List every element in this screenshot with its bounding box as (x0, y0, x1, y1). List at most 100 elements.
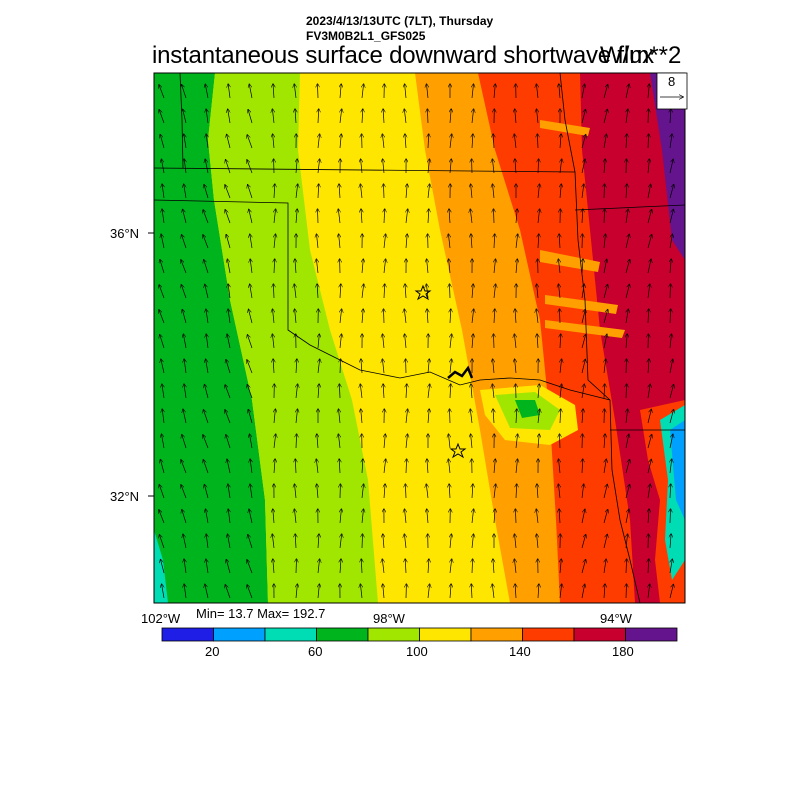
wind-vector (406, 409, 408, 424)
wind-vector (183, 334, 187, 349)
wind-vector (603, 85, 608, 99)
wind-vector (406, 184, 407, 199)
wind-vector (604, 434, 605, 449)
wind-vector (404, 309, 406, 324)
wind-vector (362, 309, 363, 324)
wind-vector (560, 384, 562, 399)
wind-vector (537, 534, 538, 549)
wind-vector (183, 534, 187, 549)
wind-vector (205, 284, 209, 299)
wind-vector (515, 309, 516, 324)
wind-vector (472, 134, 473, 149)
wind-vector (226, 360, 231, 374)
wind-vector (626, 309, 628, 324)
wind-vector (205, 584, 209, 599)
wind-vector (161, 359, 165, 374)
wind-vector (559, 84, 560, 99)
wind-vector (294, 84, 296, 99)
wind-vector (296, 184, 298, 199)
wind-vector (626, 134, 627, 149)
wind-vector (338, 209, 340, 224)
wind-vector (361, 209, 362, 224)
wind-vector (183, 409, 187, 424)
wind-vector (296, 559, 297, 574)
wind-vector (273, 559, 274, 574)
wind-vector (204, 185, 209, 199)
wind-vector (670, 534, 671, 549)
wind-vector (582, 284, 584, 299)
wind-vector (274, 234, 276, 249)
wind-vector (604, 459, 606, 474)
wind-vector (184, 359, 186, 374)
wind-vector (428, 584, 430, 599)
wind-vector (428, 384, 430, 399)
wind-vector (317, 484, 318, 499)
reference-vector-box (656, 72, 688, 110)
star-marker (449, 442, 467, 459)
wind-vector (560, 584, 562, 599)
wind-vector (669, 385, 674, 399)
wind-vector (247, 335, 253, 349)
wind-vector (538, 434, 539, 449)
wind-vector (494, 309, 495, 324)
wind-vector (514, 559, 516, 574)
wind-vector (160, 260, 165, 274)
wind-vector (582, 459, 583, 474)
wind-vector (450, 334, 452, 349)
wind-vector (317, 434, 318, 449)
wind-vector (206, 359, 209, 374)
wind-vector (295, 484, 297, 499)
wind-vector (426, 484, 428, 499)
wind-vector (273, 84, 274, 99)
wind-vector (559, 234, 560, 249)
wind-vector (558, 484, 560, 499)
wind-vector (450, 384, 451, 399)
wind-vector (427, 259, 428, 274)
wind-vector (294, 284, 296, 299)
wind-vector (317, 284, 318, 299)
wind-vector (248, 535, 253, 549)
wind-vector (603, 310, 608, 324)
wind-vector (514, 334, 516, 349)
wind-vector (362, 534, 363, 549)
wind-vector (625, 434, 629, 449)
wind-vector (340, 359, 341, 374)
wind-vector (318, 384, 319, 399)
wind-vector (582, 184, 584, 199)
wind-vector (537, 134, 538, 149)
wind-vector (318, 334, 319, 349)
wind-vector (648, 509, 649, 524)
wind-vector (184, 584, 186, 599)
colorbar-swatch (316, 627, 369, 642)
wind-vector (471, 184, 472, 199)
wind-vector (582, 384, 584, 399)
map-frame (153, 72, 686, 604)
wind-vector (647, 210, 652, 224)
wind-vector (405, 509, 407, 524)
wind-vector (405, 484, 406, 499)
wind-vector (515, 109, 516, 124)
wind-vector (362, 484, 364, 499)
wind-vector (582, 259, 583, 274)
wind-vector (182, 85, 187, 99)
colorbar-swatch (213, 627, 266, 642)
lon-label-94w: 94°W (600, 611, 632, 626)
wind-vector (225, 585, 231, 599)
wind-vector (670, 134, 672, 149)
wind-vector (448, 234, 450, 249)
model-header: FV3M0B2L1_GFS025 (306, 29, 426, 43)
wind-vector (669, 410, 674, 424)
wind-vector (384, 259, 386, 274)
wind-vector (340, 284, 341, 299)
wind-vector (295, 534, 296, 549)
wind-vector (449, 484, 450, 499)
wind-vector (228, 109, 230, 124)
wind-vector (427, 509, 428, 524)
wind-vector (669, 434, 673, 449)
wind-vector (559, 284, 561, 299)
wind-vector (340, 109, 342, 124)
wind-vector (161, 234, 165, 249)
wind-vector (384, 184, 385, 199)
wind-vector (516, 434, 518, 449)
wind-vector (493, 409, 494, 424)
